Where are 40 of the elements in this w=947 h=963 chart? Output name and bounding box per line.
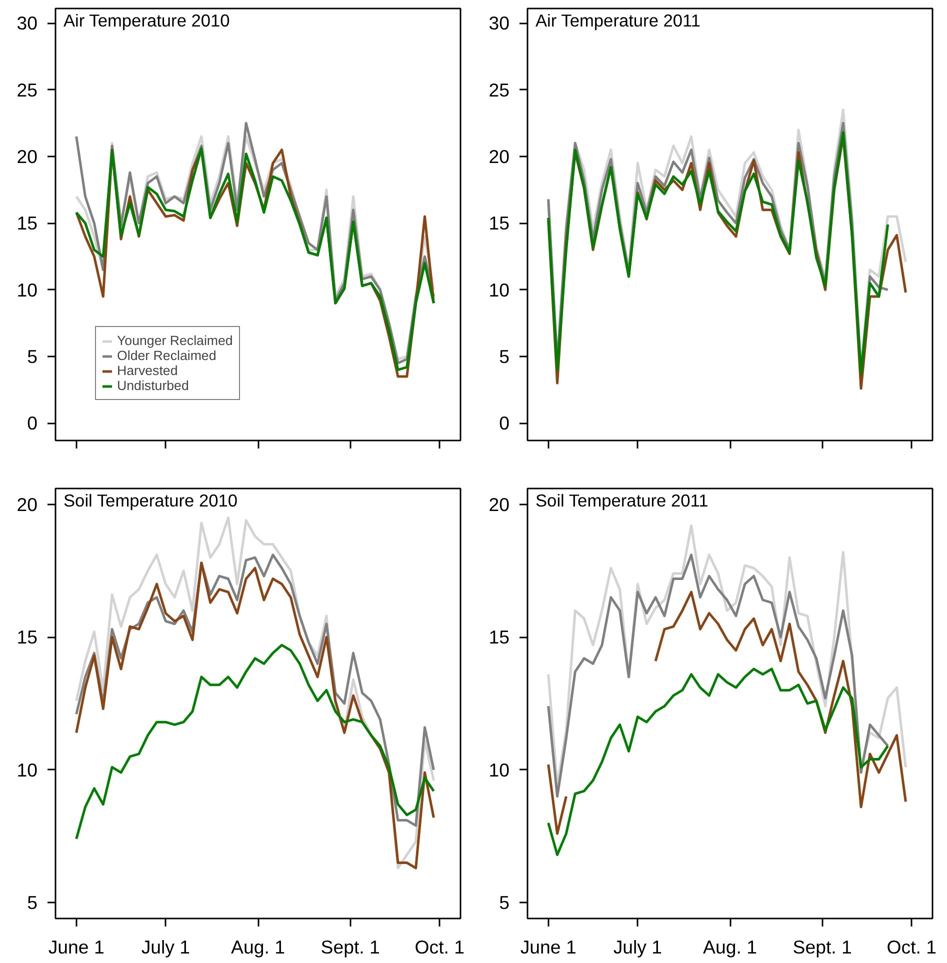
legend-label: Older Reclaimed — [117, 348, 216, 363]
chart-title: Soil Temperature 2010 — [64, 490, 238, 510]
y-tick-label: 20 — [16, 494, 38, 515]
x-tick-label: June 1 — [48, 936, 104, 958]
y-tick-label: 10 — [16, 279, 38, 300]
x-tick-label: July 1 — [613, 936, 662, 958]
y-tick-label: 30 — [488, 12, 510, 34]
legend-label: Younger Reclaimed — [117, 333, 233, 348]
x-tick-label: Sept. 1 — [792, 936, 852, 958]
x-tick-label: Aug. 1 — [231, 936, 285, 958]
x-tick-label: Sept. 1 — [320, 936, 380, 958]
y-tick-label: 15 — [488, 626, 510, 648]
y-tick-label: 20 — [488, 494, 510, 515]
y-tick-label: 15 — [488, 212, 510, 234]
y-tick-label: 5 — [499, 346, 510, 367]
x-tick-label: June 1 — [520, 936, 576, 958]
y-tick-label: 10 — [488, 279, 510, 300]
y-tick-label: 30 — [16, 12, 38, 34]
y-tick-label: 5 — [499, 892, 510, 914]
y-tick-label: 15 — [16, 626, 38, 648]
chart-title: Soil Temperature 2011 — [536, 490, 708, 510]
y-tick-label: 15 — [16, 212, 38, 234]
y-tick-label: 10 — [488, 759, 510, 780]
y-tick-label: 20 — [16, 146, 38, 167]
y-tick-label: 10 — [16, 759, 38, 780]
x-tick-label: Oct. 1 — [414, 936, 465, 958]
chart-title: Air Temperature 2010 — [64, 10, 230, 30]
y-tick-label: 25 — [488, 79, 510, 100]
legend-label: Undisturbed — [117, 378, 189, 393]
y-tick-label: 20 — [488, 146, 510, 167]
legend-label: Harvested — [117, 363, 178, 378]
y-tick-label: 0 — [27, 412, 38, 434]
chart-title: Air Temperature 2011 — [536, 10, 701, 30]
x-tick-label: July 1 — [141, 936, 190, 958]
y-tick-label: 5 — [27, 892, 38, 914]
x-tick-label: Oct. 1 — [886, 936, 937, 958]
y-tick-label: 5 — [27, 346, 38, 367]
y-tick-label: 25 — [16, 79, 38, 100]
x-tick-label: Aug. 1 — [703, 936, 757, 958]
y-tick-label: 0 — [499, 412, 510, 434]
